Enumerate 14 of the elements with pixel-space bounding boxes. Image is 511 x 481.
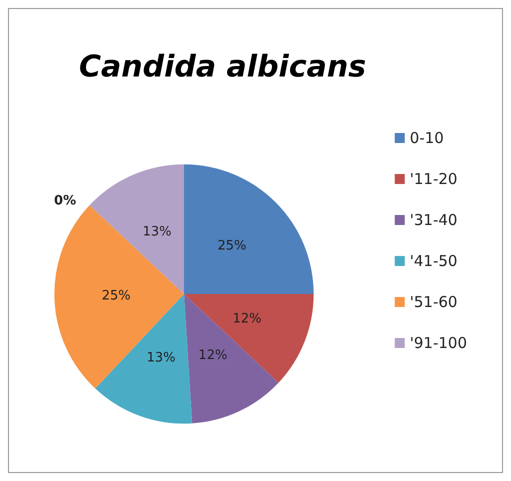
legend-label: '31-40	[410, 211, 458, 229]
legend-label: '41-50	[410, 252, 458, 270]
chart-title: Candida albicans	[79, 50, 366, 84]
text: 0%	[54, 194, 76, 209]
data-label: 13%	[142, 224, 172, 240]
data-label: 13%	[146, 350, 176, 366]
data-label: 12%	[198, 348, 228, 363]
data-label: 25%	[218, 238, 246, 254]
legend-label: 0-10	[410, 129, 444, 147]
data-label: 25%	[102, 288, 131, 304]
data-label: 12%	[232, 311, 262, 326]
legend-label: '91-100	[410, 334, 468, 352]
legend-label: '11-20	[410, 170, 458, 188]
legend-label: '51-60	[410, 293, 458, 311]
